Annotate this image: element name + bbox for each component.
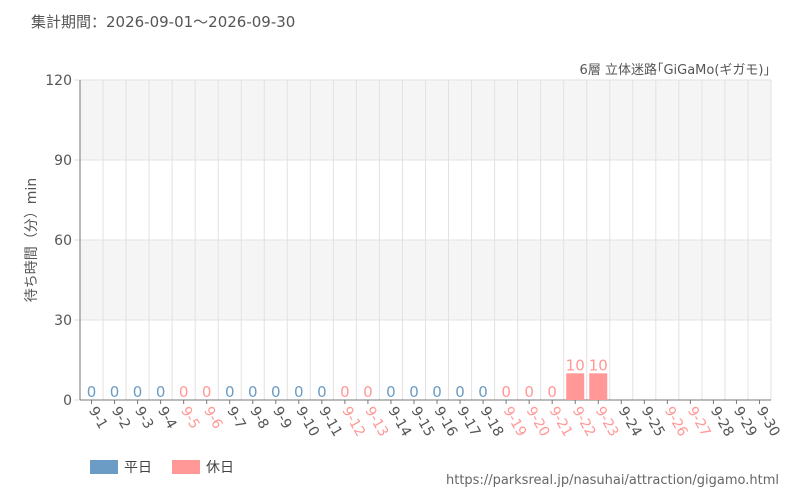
x-tick-label: 9-19: [500, 404, 530, 440]
data-label: 0: [225, 383, 235, 401]
x-tick-label: 9-10: [292, 404, 322, 440]
legend-label-holiday: 休日: [206, 460, 234, 476]
data-label: 0: [156, 383, 166, 401]
source-url: https://parksreal.jp/nasuhai/attraction/…: [445, 473, 779, 488]
bar: [589, 373, 608, 400]
legend-item-weekday: 平日: [90, 457, 152, 477]
x-tick-label: 9-3: [131, 404, 156, 432]
data-label: 10: [589, 356, 608, 374]
data-label: 0: [478, 383, 488, 401]
data-label: 0: [179, 383, 189, 401]
data-label: 0: [432, 383, 442, 401]
x-tick-label: 9-6: [200, 404, 225, 432]
data-label: 0: [202, 383, 212, 401]
chart-title: 6層 立体迷路｢GiGaMo(ギガモ)｣: [579, 63, 770, 78]
data-label: 0: [455, 383, 465, 401]
x-tick-label: 9-9: [269, 404, 294, 432]
x-tick-label: 9-7: [223, 404, 248, 432]
legend-swatch-holiday: [172, 460, 200, 474]
y-tick-label: 0: [63, 393, 72, 409]
x-tick-label: 9-12: [338, 404, 368, 440]
x-tick-label: 9-2: [108, 404, 133, 432]
x-tick-label: 9-8: [246, 404, 271, 432]
x-tick-label: 9-30: [753, 404, 783, 440]
data-label: 0: [317, 383, 327, 401]
data-label: 0: [363, 383, 373, 401]
data-label: 0: [248, 383, 258, 401]
x-tick-label: 9-4: [154, 404, 179, 432]
data-label: 0: [501, 383, 511, 401]
data-label: 0: [340, 383, 350, 401]
bar: [566, 373, 585, 400]
x-tick-label: 9-26: [661, 404, 691, 440]
data-label: 0: [271, 383, 281, 401]
x-tick-label: 9-5: [177, 404, 202, 432]
data-label: 0: [294, 383, 304, 401]
x-tick-label: 9-17: [454, 404, 484, 440]
data-label: 0: [386, 383, 396, 401]
data-label: 0: [524, 383, 534, 401]
data-label: 10: [566, 356, 585, 374]
y-tick-label: 30: [54, 313, 72, 329]
x-tick-label: 9-23: [592, 404, 622, 440]
data-label: 0: [133, 383, 143, 401]
x-tick-label: 9-22: [569, 404, 599, 440]
data-label: 0: [547, 383, 557, 401]
legend: 平日 休日: [90, 457, 234, 477]
y-tick-label: 60: [54, 233, 72, 249]
x-tick-label: 9-20: [523, 404, 553, 440]
data-label: 0: [409, 383, 419, 401]
period-label: 集計期間：2026-09-01～2026-09-30: [31, 13, 296, 31]
x-tick-label: 9-14: [384, 404, 414, 440]
y-tick-label: 90: [54, 153, 72, 169]
legend-swatch-weekday: [90, 460, 118, 474]
x-tick-label: 9-18: [477, 404, 507, 440]
data-label: 0: [110, 383, 120, 401]
legend-item-holiday: 休日: [172, 457, 234, 477]
x-tick-label: 9-25: [638, 404, 668, 440]
x-tick-label: 9-1: [85, 404, 110, 432]
x-tick-label: 9-29: [730, 404, 760, 440]
x-tick-label: 9-11: [315, 404, 345, 440]
x-tick-label: 9-28: [707, 404, 737, 440]
x-tick-label: 9-27: [684, 404, 714, 440]
x-tick-label: 9-13: [361, 404, 391, 440]
y-axis-label: 待ち時間（分）min: [24, 178, 40, 302]
x-tick-label: 9-21: [546, 404, 576, 440]
data-label: 0: [87, 383, 97, 401]
x-tick-label: 9-24: [615, 404, 645, 440]
x-tick-label: 9-15: [408, 404, 438, 440]
x-tick-label: 9-16: [431, 404, 461, 440]
y-tick-label: 120: [45, 73, 72, 89]
legend-label-weekday: 平日: [124, 460, 152, 476]
